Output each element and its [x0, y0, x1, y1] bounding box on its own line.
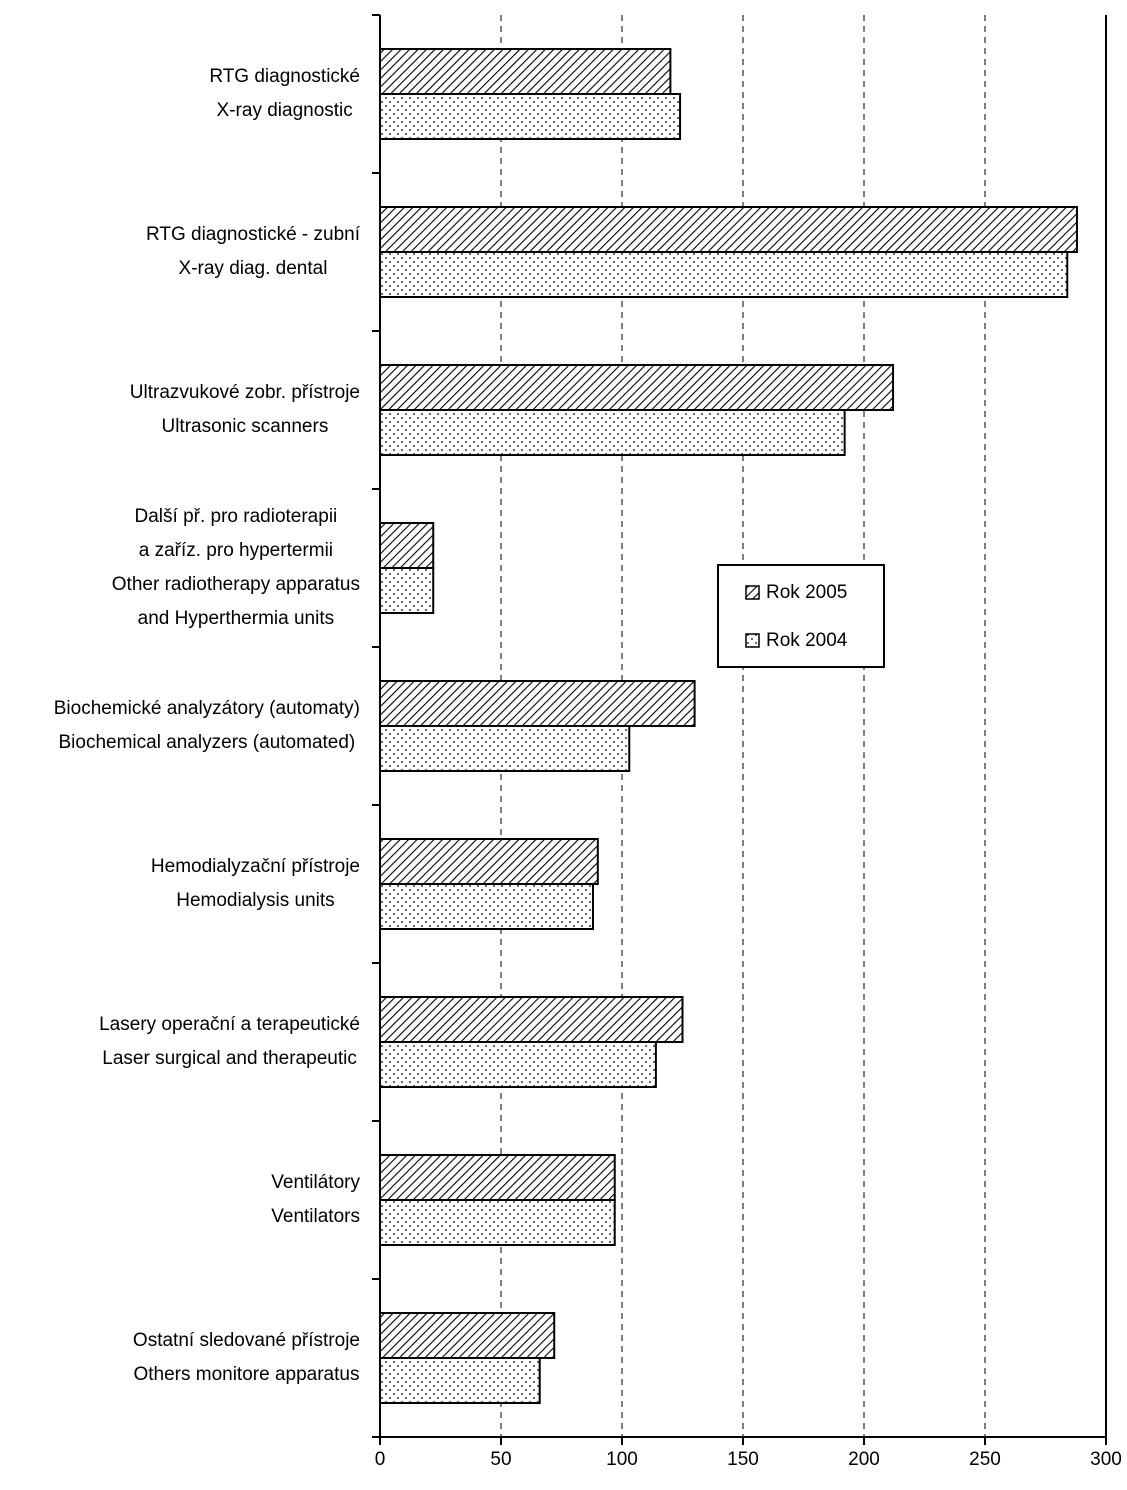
bar	[379, 883, 594, 930]
y-tick-label: and Hyperthermia units	[138, 608, 334, 629]
bar	[379, 996, 684, 1043]
y-tick-label: RTG diagnostické - zubní	[146, 224, 361, 245]
bar	[379, 522, 435, 569]
y-tick-label: Biochemické analyzátory (automaty)	[54, 698, 360, 719]
y-tick-label: Hemodialysis units	[176, 890, 334, 911]
legend-label: Rok 2004	[766, 630, 848, 651]
x-tick-label: 200	[848, 1449, 880, 1470]
bar	[379, 567, 435, 614]
y-tick-label: Další př. pro radioterapii	[135, 506, 338, 527]
legend-box	[717, 564, 885, 668]
bar	[379, 680, 696, 727]
y-tick-label: Others monitore apparatus	[133, 1364, 359, 1385]
x-tick-label: 150	[727, 1449, 759, 1470]
y-tick-label: Biochemical analyzers (automated)	[59, 732, 356, 753]
x-tick-label: 300	[1090, 1449, 1122, 1470]
bar	[379, 251, 1069, 298]
bar	[379, 1199, 616, 1246]
bar	[379, 93, 682, 140]
y-tick-label: Ultrasonic scanners	[161, 416, 328, 437]
x-tick-label: 50	[490, 1449, 511, 1470]
y-tick-label: Ostatní sledované přístroje	[133, 1330, 360, 1351]
y-tick-label: Ultrazvukové zobr. přístroje	[130, 382, 360, 403]
bar	[379, 409, 846, 456]
bar	[379, 838, 599, 885]
y-tick-label: X-ray diag. dental	[179, 258, 328, 279]
y-tick-label: RTG diagnostické	[209, 66, 360, 87]
y-tick-label: X-ray diagnostic	[217, 100, 353, 121]
legend: Rok 2005 Rok 2004	[717, 564, 885, 668]
bar	[379, 1154, 616, 1201]
y-tick-label: Laser surgical and therapeutic	[102, 1048, 357, 1069]
y-tick-label: Other radiotherapy apparatus	[112, 574, 360, 595]
bar	[379, 48, 672, 95]
y-tick-label: Ventilators	[271, 1206, 360, 1227]
legend-swatch	[745, 633, 760, 648]
bar	[379, 1312, 556, 1359]
x-tick-label: 100	[606, 1449, 638, 1470]
bar	[379, 206, 1078, 253]
bar	[379, 364, 895, 411]
y-tick-label: a zaříz. pro hypertermii	[139, 540, 333, 561]
bar	[379, 725, 631, 772]
y-tick-label: Hemodialyzační přístroje	[151, 856, 360, 877]
x-tick-label: 0	[375, 1449, 386, 1470]
bar	[379, 1357, 541, 1404]
legend-label: Rok 2005	[766, 582, 847, 603]
x-tick-label: 250	[969, 1449, 1001, 1470]
bar	[379, 1041, 657, 1088]
y-tick-label: Lasery operační a terapeutické	[99, 1014, 360, 1035]
y-tick-label: Ventilátory	[271, 1172, 360, 1193]
legend-swatch	[745, 585, 760, 600]
